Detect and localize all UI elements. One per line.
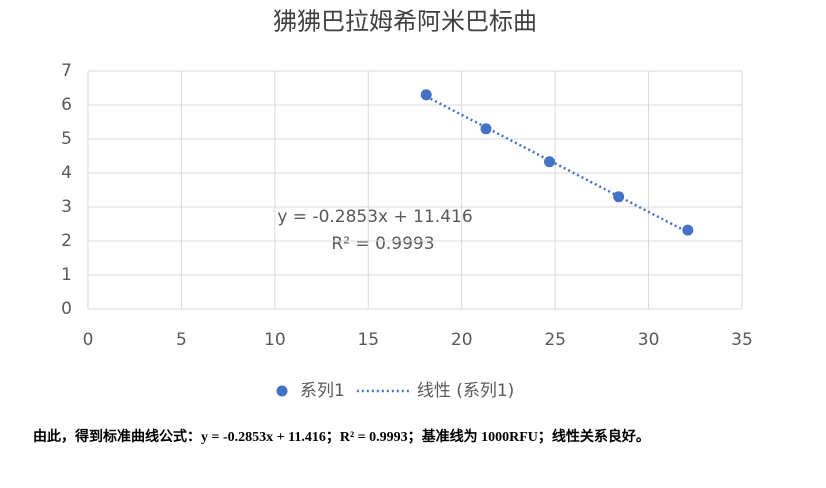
x-tick-label: 20 bbox=[451, 330, 473, 350]
x-tick-label: 15 bbox=[357, 330, 379, 350]
x-tick-label: 0 bbox=[83, 330, 94, 350]
point bbox=[682, 224, 694, 236]
point bbox=[613, 191, 625, 203]
legend-label: 系列1 bbox=[300, 381, 345, 401]
chart-title: 狒狒巴拉姆希阿米巴标曲 bbox=[273, 8, 537, 36]
y-tick-label: 1 bbox=[61, 265, 72, 285]
point bbox=[420, 89, 432, 101]
caption: 由此，得到标准曲线公式：y = -0.2853x + 11.416；R² = 0… bbox=[33, 428, 650, 445]
y-tick-label: 3 bbox=[61, 197, 72, 217]
legend-swatch bbox=[276, 385, 288, 397]
y-tick-label: 5 bbox=[61, 129, 72, 149]
y-tick-label: 0 bbox=[61, 299, 72, 319]
y-tick-label: 4 bbox=[61, 163, 72, 183]
x-tick-label: 5 bbox=[176, 330, 187, 350]
y-tick-label: 7 bbox=[61, 61, 72, 81]
legend-label: 线性 (系列1) bbox=[417, 381, 514, 401]
point bbox=[544, 156, 556, 168]
equation-label: y = -0.2853x + 11.416 bbox=[277, 207, 472, 227]
r-squared-label: R² = 0.9993 bbox=[331, 234, 434, 254]
x-tick-label: 35 bbox=[731, 330, 753, 350]
trendline bbox=[425, 95, 689, 234]
point bbox=[480, 123, 492, 135]
x-tick-label: 10 bbox=[264, 330, 286, 350]
x-tick-label: 30 bbox=[638, 330, 660, 350]
y-tick-label: 2 bbox=[61, 231, 72, 251]
y-tick-label: 6 bbox=[61, 95, 72, 115]
x-tick-label: 25 bbox=[544, 330, 566, 350]
